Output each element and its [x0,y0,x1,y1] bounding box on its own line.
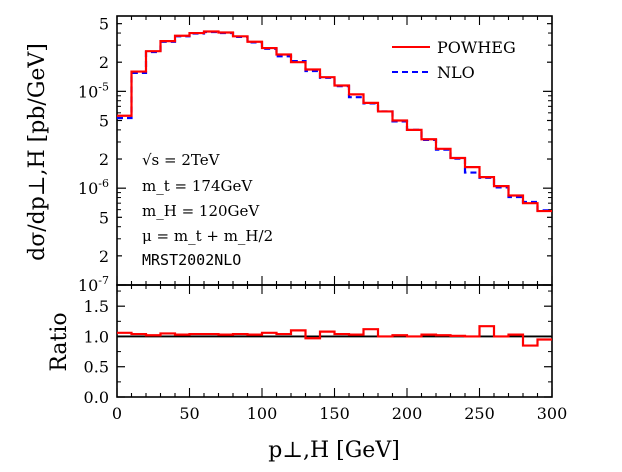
main-y-tick-label: 10-7 [78,274,109,295]
annotation-pdf: MRST2002NLO [142,251,241,269]
legend: POWHEG NLO [392,38,516,82]
x-ticks: 0 50 100 150 200 250 300 [112,16,567,423]
x-tick-label: 200 [392,404,423,423]
ratio-y-tick-label: 0.5 [84,358,109,377]
main-y-tick-label: 5 [99,111,109,130]
main-y-tick-label: 2 [99,247,109,266]
x-tick-label: 50 [179,404,199,423]
main-y-tick-label: 2 [99,53,109,72]
ratio-series-layer [117,325,552,347]
series-powheg-line [117,30,552,213]
annotation-block: √s = 2TeV m_t = 174GeV m_H = 120GeV μ = … [142,151,273,269]
annotation-m-top: m_t = 174GeV [142,177,253,195]
ratio-y-axis-title: Ratio [47,312,72,371]
ratio-plot-frame [116,284,553,398]
series-layer [117,30,552,213]
x-tick-label: 0 [112,404,122,423]
ratio-y-tick-label: 1.0 [84,327,109,346]
ratio-y-ticks: 1.5 1.0 0.5 0.0 [84,290,552,407]
main-y-tick-label: 10-5 [78,80,109,101]
annotation-sqrt-s: √s = 2TeV [142,151,221,169]
ratio-y-tick-label: 0.0 [84,388,109,407]
x-axis-title: p⊥,H [GeV] [268,438,400,463]
x-tick-label: 300 [537,404,568,423]
legend-label-powheg: POWHEG [437,38,516,57]
annotation-m-higgs: m_H = 120GeV [142,202,260,220]
legend-label-nlo: NLO [437,63,475,82]
main-y-ticks: 5 2 10-5 5 2 10-6 5 2 10-7 [78,15,552,295]
ratio-series-line [117,325,552,347]
x-tick-label: 150 [319,404,350,423]
main-y-axis-title: dσ/dp⊥,H [pb/GeV] [25,43,50,261]
x-tick-label: 100 [247,404,278,423]
ratio-y-axis-title-text: Ratio [47,312,72,371]
annotation-scale: μ = m_t + m_H/2 [142,227,273,245]
x-tick-label: 250 [464,404,495,423]
main-y-tick-label: 5 [99,208,109,227]
main-y-tick-label: 10-6 [78,177,109,198]
main-y-tick-label: 2 [99,150,109,169]
ratio-y-tick-label: 1.5 [84,297,109,316]
main-y-tick-label: 5 [99,15,109,34]
main-y-axis-title-text: dσ/dp⊥,H [pb/GeV] [25,43,50,261]
